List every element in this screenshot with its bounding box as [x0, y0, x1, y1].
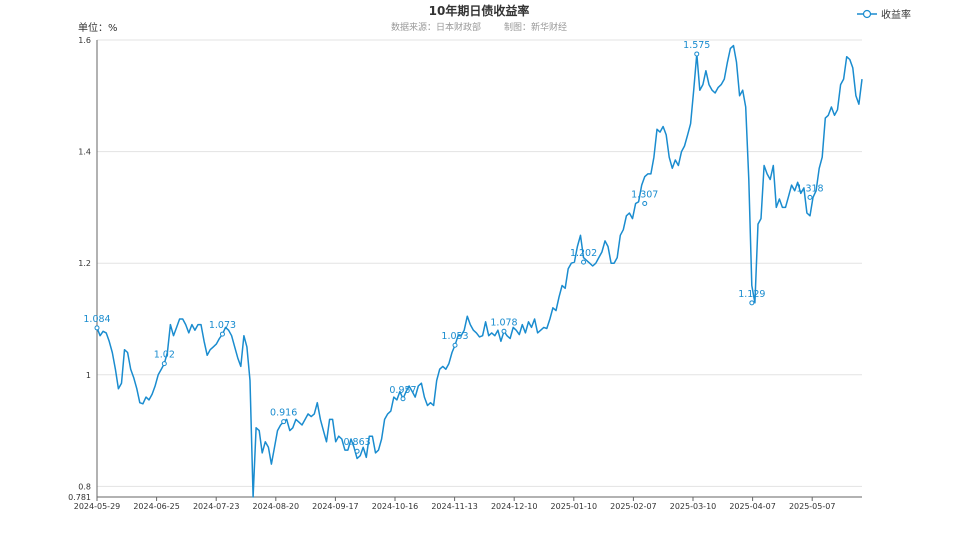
y-tick-label: 1	[86, 371, 91, 380]
data-label: 1.02	[154, 350, 175, 361]
y-tick-label: 0.8	[78, 482, 91, 491]
x-tick-label: 2025-03-10	[670, 502, 717, 511]
data-label: 1.575	[683, 40, 710, 51]
data-point	[808, 195, 812, 199]
data-point	[95, 326, 99, 330]
x-tick-label: 2024-11-13	[431, 502, 478, 511]
x-tick-label: 2024-12-10	[491, 502, 538, 511]
data-label: 1.129	[738, 289, 765, 300]
data-label: 1.202	[570, 248, 597, 259]
data-point	[355, 449, 359, 453]
x-tick-label: 2024-05-29	[74, 502, 121, 511]
data-point	[282, 420, 286, 424]
y-tick-label: 0.781	[68, 493, 91, 502]
series-line-yield	[97, 46, 862, 497]
data-point	[750, 301, 754, 305]
data-label: 1.073	[209, 320, 236, 331]
y-tick-label: 1.6	[78, 36, 91, 45]
data-label: 0.957	[389, 385, 416, 396]
x-tick-label: 2025-02-07	[610, 502, 657, 511]
x-tick-label: 2025-04-07	[729, 502, 776, 511]
x-tick-label: 2025-01-10	[551, 502, 598, 511]
data-label: 1.053	[441, 331, 468, 342]
y-tick-label: 1.2	[78, 259, 91, 268]
y-tick-label: 1.4	[78, 148, 91, 157]
data-point	[453, 343, 457, 347]
data-point	[695, 52, 699, 56]
x-tick-label: 2025-05-07	[789, 502, 836, 511]
data-label: 0.863	[343, 437, 370, 448]
x-tick-label: 2024-09-17	[312, 502, 359, 511]
data-label: 1.084	[83, 314, 110, 325]
data-point	[643, 201, 647, 205]
x-tick-label: 2024-07-23	[193, 502, 240, 511]
data-point	[582, 260, 586, 264]
data-label: 1.307	[631, 189, 658, 200]
data-point	[220, 332, 224, 336]
x-tick-label: 2024-10-16	[372, 502, 419, 511]
data-label: 1.078	[490, 317, 517, 328]
x-tick-label: 2024-08-20	[253, 502, 300, 511]
x-tick-label: 2024-06-25	[133, 502, 180, 511]
data-point	[162, 362, 166, 366]
data-label: 1.318	[796, 183, 823, 194]
data-point	[502, 329, 506, 333]
data-label: 0.916	[270, 408, 297, 419]
data-point	[401, 397, 405, 401]
